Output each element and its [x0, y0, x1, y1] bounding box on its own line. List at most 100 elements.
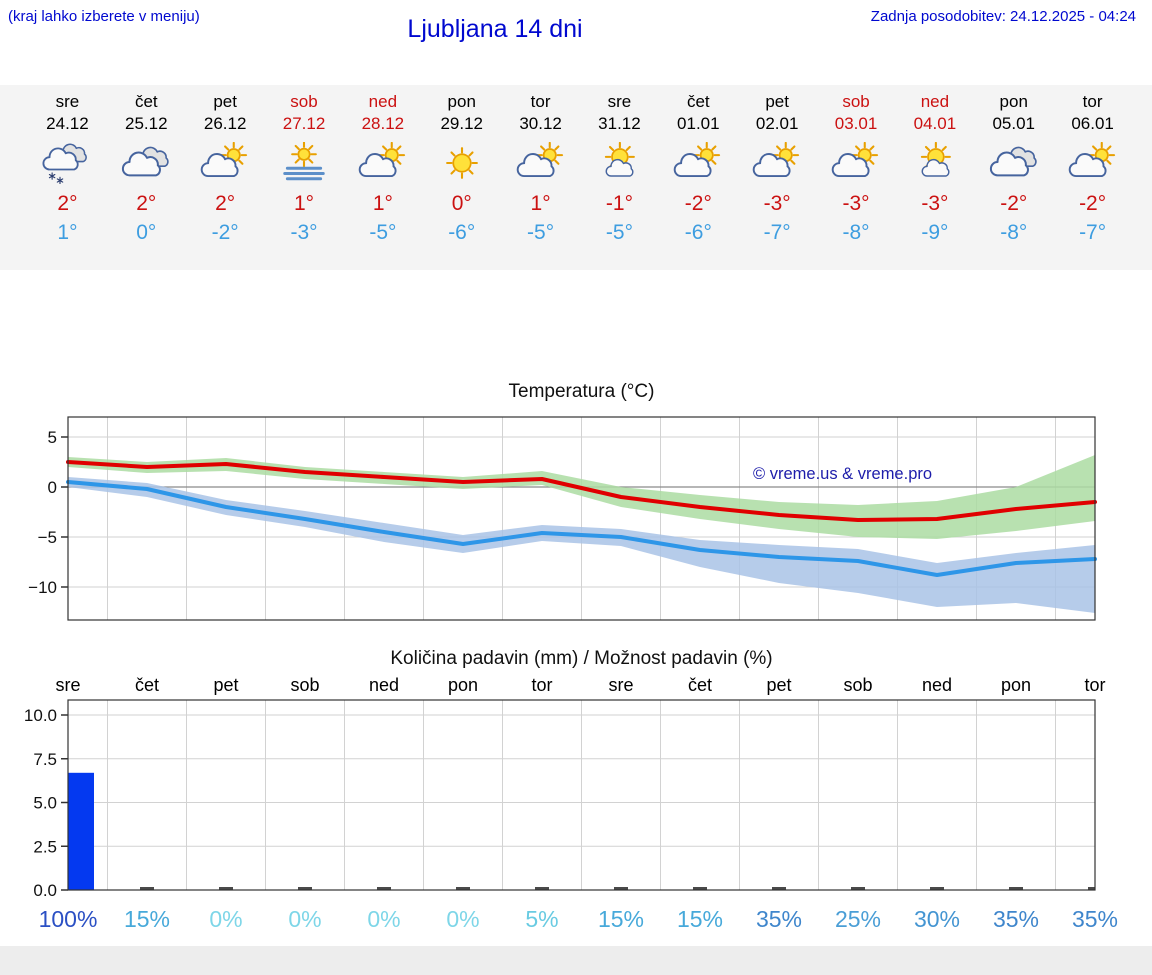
high-temp: 0°	[451, 192, 472, 215]
partly-sunny-icon	[358, 141, 405, 178]
low-temp: -6°	[684, 221, 712, 244]
forecast-day-column[interactable]: čet 01.01 -2° -6°	[659, 92, 738, 270]
low-temp: -2°	[211, 221, 239, 244]
weather-icon-slot	[186, 141, 265, 188]
high-temp: 2°	[215, 192, 236, 215]
weather-icon-slot	[422, 142, 501, 188]
page-title: Ljubljana 14 dni	[407, 15, 583, 43]
low-temp: -5°	[605, 221, 633, 244]
day-date: 30.12	[519, 114, 562, 133]
day-name: sob	[842, 92, 870, 111]
low-temp: -7°	[1079, 221, 1107, 244]
weather-icon-slot	[1053, 141, 1132, 188]
precip-probability-label: 15%	[598, 906, 644, 932]
day-date: 24.12	[46, 114, 89, 133]
precip-zero-mark	[851, 887, 865, 890]
forecast-day-column[interactable]: čet 25.12 2° 0°	[107, 92, 186, 270]
forecast-day-column[interactable]: pon 29.12 0° -6°	[422, 92, 501, 270]
precip-probability-label: 15%	[124, 906, 170, 932]
precipitation-chart: sre čet pet sob ned pon tor sre čet pet sob ned pon t…	[0, 670, 1152, 942]
forecast-day-column[interactable]: pet 26.12 2° -2°	[186, 92, 265, 270]
day-date: 05.01	[992, 114, 1036, 133]
y-tick-label: −10	[28, 578, 57, 597]
precipitation-chart-svg: sre čet pet sob ned pon tor sre čet pet sob ned pon t…	[24, 675, 1118, 932]
chart-day-label: čet	[688, 675, 712, 695]
low-temp: -3°	[290, 221, 318, 244]
footer-bar	[0, 946, 1152, 975]
day-date: 28.12	[361, 114, 405, 133]
temperature-chart-svg: 5 0 −5 −10 © vreme.us & vreme.pro	[28, 416, 1097, 621]
low-temp: -7°	[763, 221, 791, 244]
day-date: 03.01	[834, 114, 878, 133]
y-tick-label: 5	[48, 428, 57, 447]
precip-zero-mark	[219, 887, 233, 890]
chart-day-label: sre	[55, 675, 80, 695]
partly-sunny-icon	[831, 141, 879, 178]
y-tick-label: 5.0	[33, 794, 57, 813]
forecast-day-column[interactable]: sob 27.12 1° -3°	[265, 92, 344, 270]
y-tick-label: 2.5	[33, 837, 57, 856]
partly-sunny-icon	[1068, 141, 1115, 178]
precip-probability-label: 0%	[446, 906, 479, 932]
high-temp: 1°	[530, 192, 551, 215]
precip-zero-mark	[456, 887, 470, 890]
precip-probability-label: 30%	[914, 906, 960, 932]
precip-probability-label: 5%	[525, 906, 558, 932]
cloudy-icon	[122, 146, 169, 177]
weather-icon-slot	[343, 141, 422, 188]
day-name: ned	[368, 92, 398, 111]
high-temp: 2°	[136, 192, 157, 215]
precipitation-chart-title: Količina padavin (mm) / Možnost padavin …	[390, 648, 773, 669]
precip-zero-mark	[377, 887, 391, 890]
snow-shower-icon	[42, 143, 88, 185]
forecast-day-column[interactable]: tor 30.12 1° -5°	[501, 92, 580, 270]
forecast-day-column[interactable]: pet 02.01 -3° -7°	[738, 92, 817, 270]
forecast-day-column[interactable]: ned 04.01 -3° -9°	[895, 92, 974, 270]
last-update-label: Zadnja posodobitev: 24.12.2025 - 04:24	[870, 8, 1136, 25]
forecast-day-column[interactable]: sob 03.01 -3° -8°	[817, 92, 896, 270]
precip-zero-mark	[140, 887, 154, 890]
precip-probability-label: 0%	[209, 906, 242, 932]
low-temp: -9°	[921, 221, 949, 244]
precip-probability-label: 100%	[39, 906, 98, 932]
precip-probability-label: 25%	[835, 906, 881, 932]
precip-zero-mark	[693, 887, 707, 890]
temp-min-range-band	[68, 477, 1095, 613]
day-date: 31.12	[598, 114, 641, 133]
weather-icon-slot	[107, 142, 186, 188]
high-temp: -2°	[684, 192, 712, 215]
partly-sunny-icon	[516, 141, 563, 178]
precip-probability-label: 35%	[1072, 906, 1118, 932]
chart-day-label: pet	[766, 675, 791, 695]
day-name: pon	[447, 92, 476, 111]
forecast-day-column[interactable]: sre 31.12 -1° -5°	[580, 92, 659, 270]
high-temp: -2°	[1000, 192, 1028, 215]
temp-max-line	[66, 460, 1097, 522]
precip-zero-mark	[1088, 887, 1095, 890]
precip-probability-label: 0%	[288, 906, 321, 932]
forecast-strip: sre 24.12 2° 1° čet 25.12 2° 0° pet 26.1…	[0, 85, 1152, 270]
weather-icon-slot	[265, 141, 344, 188]
chart-day-label: ned	[922, 675, 952, 695]
day-name: čet	[134, 92, 158, 111]
precip-zero-mark	[930, 887, 944, 890]
forecast-day-column[interactable]: sre 24.12 2° 1°	[28, 92, 107, 270]
partly-sunny-icon	[674, 141, 721, 178]
precip-zero-mark	[772, 887, 786, 890]
fog-icon	[283, 141, 325, 181]
weather-icon-slot	[817, 141, 896, 188]
low-temp: -8°	[1000, 221, 1028, 244]
weather-icon-slot	[580, 141, 659, 188]
forecast-day-column[interactable]: ned 28.12 1° -5°	[343, 92, 422, 270]
day-name: tor	[530, 92, 551, 111]
day-name: pet	[765, 92, 789, 111]
forecast-day-column[interactable]: tor 06.01 -2° -7°	[1053, 92, 1132, 270]
precip-bar	[68, 772, 94, 890]
high-temp: 1°	[293, 192, 315, 215]
precip-zero-mark	[298, 887, 312, 890]
day-name: sre	[607, 92, 632, 111]
day-date: 04.01	[913, 114, 957, 133]
day-name: ned	[920, 92, 950, 111]
forecast-day-column[interactable]: pon 05.01 -2° -8°	[974, 92, 1053, 270]
